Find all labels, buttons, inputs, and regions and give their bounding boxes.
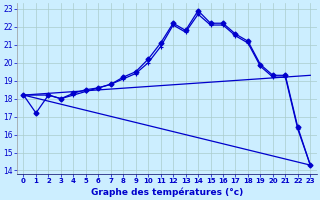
X-axis label: Graphe des températures (°c): Graphe des températures (°c) [91,187,243,197]
